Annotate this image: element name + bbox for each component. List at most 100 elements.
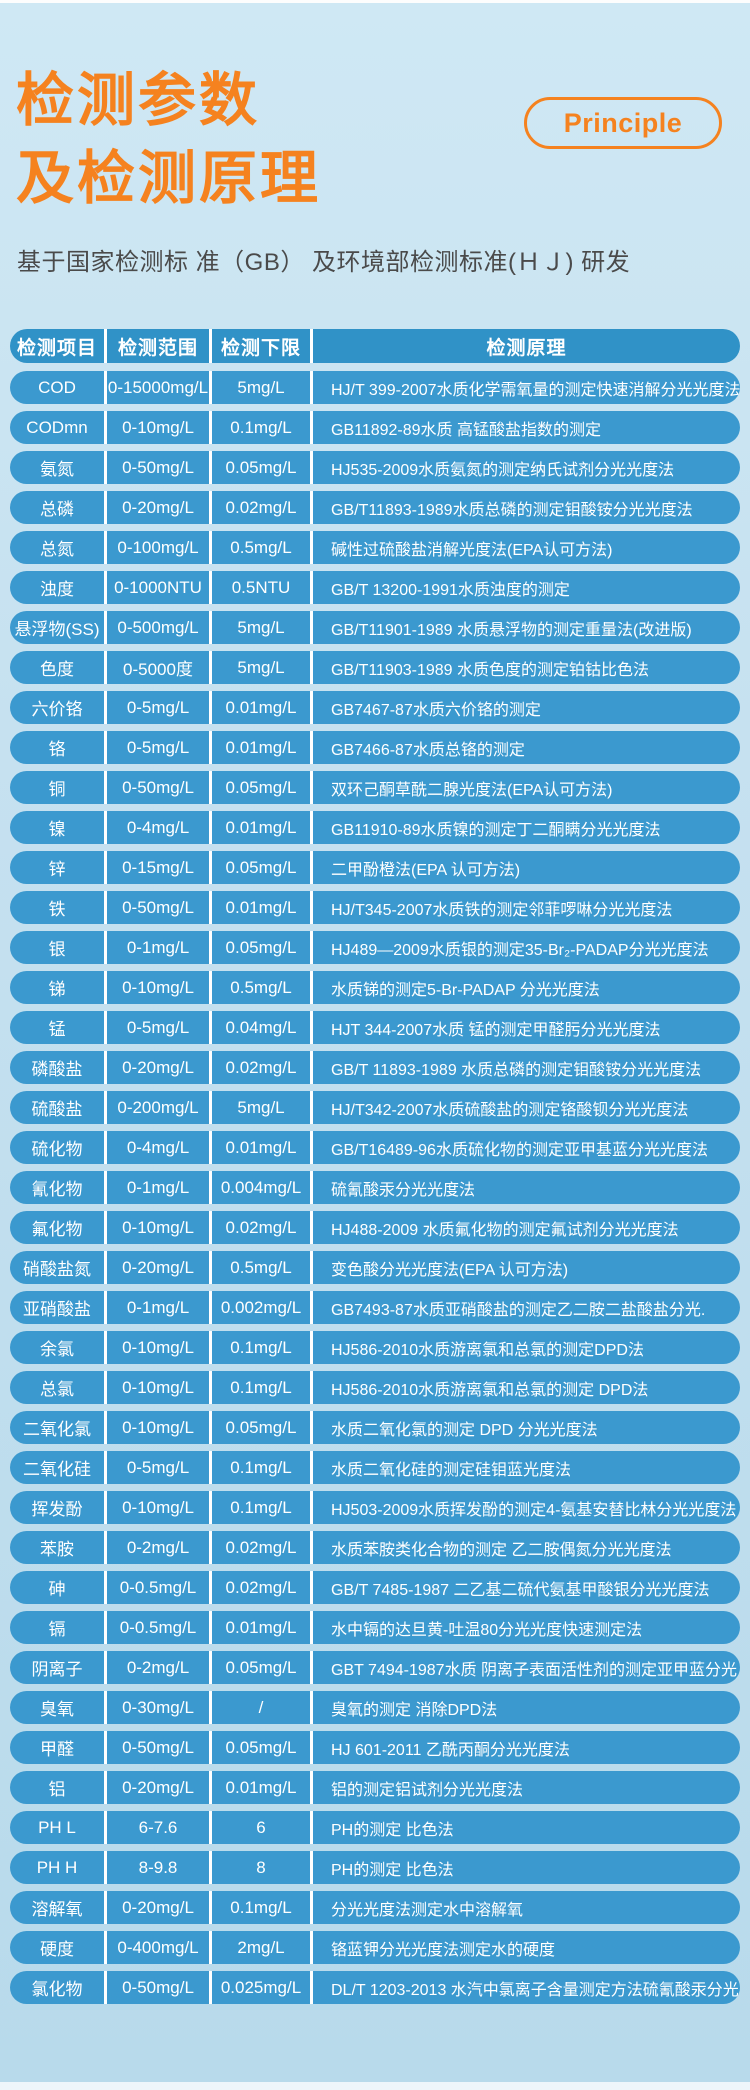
cell-item: 镍	[10, 811, 107, 844]
cell-limit: 0.05mg/L	[212, 451, 313, 484]
table-row: 总磷 0-20mg/L 0.02mg/L GB/T11893-1989水质总磷的…	[10, 491, 740, 524]
cell-limit: 0.01mg/L	[212, 1131, 313, 1164]
cell-range: 8-9.8	[107, 1851, 212, 1884]
cell-principle: HJ586-2010水质游离氯和总氯的测定 DPD法	[331, 1381, 649, 1399]
cell-item: 氟化物	[10, 1211, 107, 1244]
header-range: 检测范围	[107, 329, 212, 363]
principle-badge: Principle	[524, 97, 722, 149]
table-row: 余氯 0-10mg/L 0.1mg/L HJ586-2010水质游离氯和总氯的测…	[10, 1331, 740, 1364]
cell-limit: 0.01mg/L	[212, 691, 313, 724]
table-row: 浊度 0-1000NTU 0.5NTU GB/T 13200-1991水质浊度的…	[10, 571, 740, 604]
cell-range: 0-5000度	[107, 651, 212, 684]
cell-range: 0-50mg/L	[107, 1971, 212, 2004]
cell-limit: 0.025mg/L	[212, 1971, 313, 2004]
cell-item: 硫酸盐	[10, 1091, 107, 1124]
cell-principle: GB7467-87水质六价铬的测定	[331, 701, 541, 719]
cell-item: 甲醛	[10, 1731, 107, 1764]
cell-range: 0-1mg/L	[107, 931, 212, 964]
cell-range: 0-1mg/L	[107, 1171, 212, 1204]
table-row: 氰化物 0-1mg/L 0.004mg/L 硫氰酸汞分光光度法	[10, 1171, 740, 1204]
cell-principle: HJ489—2009水质银的测定35-Br₂-PADAP分光光度法	[331, 941, 709, 959]
cell-range: 0-50mg/L	[107, 1731, 212, 1764]
cell-range: 0-1mg/L	[107, 1291, 212, 1324]
table-row: 色度 0-5000度 5mg/L GB/T11903-1989 水质色度的测定铂…	[10, 651, 740, 684]
table-row: 甲醛 0-50mg/L 0.05mg/L HJ 601-2011 乙酰丙酮分光光…	[10, 1731, 740, 1764]
table-row: 氟化物 0-10mg/L 0.02mg/L HJ488-2009 水质氟化物的测…	[10, 1211, 740, 1244]
cell-item: 镉	[10, 1611, 107, 1644]
cell-item: PH H	[10, 1851, 107, 1884]
cell-range: 6-7.6	[107, 1811, 212, 1844]
table-row: 铝 0-20mg/L 0.01mg/L 铝的测定铝试剂分光光度法	[10, 1771, 740, 1804]
cell-range: 0-50mg/L	[107, 771, 212, 804]
cell-principle: GB7493-87水质亚硝酸盐的测定乙二胺二盐酸盐分光.	[331, 1301, 706, 1319]
cell-limit: 0.5NTU	[212, 571, 313, 604]
cell-range: 0-2mg/L	[107, 1531, 212, 1564]
cell-principle: GB/T 11893-1989 水质总磷的测定钼酸铵分光光度法	[331, 1061, 702, 1079]
cell-principle: HJT 344-2007水质 锰的测定甲醛肟分光光度法	[331, 1021, 661, 1039]
table-row: COD 0-15000mg/L 5mg/L HJ/T 399-2007水质化学需…	[10, 371, 740, 404]
cell-item: 硬度	[10, 1931, 107, 1964]
cell-range: 0-200mg/L	[107, 1091, 212, 1124]
cell-range: 0-400mg/L	[107, 1931, 212, 1964]
cell-limit: 0.01mg/L	[212, 1611, 313, 1644]
cell-limit: 0.05mg/L	[212, 1651, 313, 1684]
cell-item: 六价铬	[10, 691, 107, 724]
cell-limit: 6	[212, 1811, 313, 1844]
cell-range: 0-4mg/L	[107, 811, 212, 844]
cell-item: 硫化物	[10, 1131, 107, 1164]
cell-item: 铬	[10, 731, 107, 764]
cell-range: 0-5mg/L	[107, 691, 212, 724]
cell-limit: 5mg/L	[212, 371, 313, 404]
cell-principle: HJ/T345-2007水质铁的测定邻菲啰啉分光光度法	[331, 901, 673, 919]
cell-limit: 0.01mg/L	[212, 891, 313, 924]
table-row: 阴离子 0-2mg/L 0.05mg/L GBT 7494-1987水质 阴离子…	[10, 1651, 740, 1684]
cell-limit: 8	[212, 1851, 313, 1884]
cell-range: 0-10mg/L	[107, 411, 212, 444]
table-header-row: 检测项目 检测范围 检测下限 检测原理	[10, 329, 740, 363]
cell-principle: HJ586-2010水质游离氯和总氯的测定DPD法	[331, 1341, 644, 1359]
cell-limit: 0.02mg/L	[212, 1571, 313, 1604]
cell-item: PH L	[10, 1811, 107, 1844]
cell-item: COD	[10, 371, 107, 404]
cell-range: 0-5mg/L	[107, 731, 212, 764]
cell-range: 0-20mg/L	[107, 1051, 212, 1084]
cell-limit: 0.002mg/L	[212, 1291, 313, 1324]
cell-principle: GBT 7494-1987水质 阴离子表面活性剂的测定亚甲蓝分光…	[331, 1661, 740, 1679]
cell-range: 0-20mg/L	[107, 491, 212, 524]
cell-limit: 0.01mg/L	[212, 811, 313, 844]
cell-range: 0-10mg/L	[107, 971, 212, 1004]
cell-range: 0-15000mg/L	[107, 371, 212, 404]
cell-item: 硝酸盐氮	[10, 1251, 107, 1284]
table-row: 锌 0-15mg/L 0.05mg/L 二甲酚橙法(EPA 认可方法)	[10, 851, 740, 884]
page-title-line1: 检测参数	[16, 68, 261, 133]
cell-principle: 二甲酚橙法(EPA 认可方法)	[331, 861, 521, 879]
cell-limit: 0.1mg/L	[212, 1491, 313, 1524]
cell-range: 0-10mg/L	[107, 1371, 212, 1404]
cell-limit: 0.05mg/L	[212, 771, 313, 804]
cell-item: 挥发酚	[10, 1491, 107, 1524]
table-row: 二氧化硅 0-5mg/L 0.1mg/L 水质二氧化硅的测定硅钼蓝光度法	[10, 1451, 740, 1484]
cell-item: 亚硝酸盐	[10, 1291, 107, 1324]
table-row: 铜 0-50mg/L 0.05mg/L 双环己酮草酰二腺光度法(EPA认可方法)	[10, 771, 740, 804]
principle-badge-label: Principle	[563, 107, 683, 138]
cell-item: 余氯	[10, 1331, 107, 1364]
cell-limit: 0.5mg/L	[212, 1251, 313, 1284]
cell-principle: GB/T 7485-1987 二乙基二硫代氨基甲酸银分光光度法	[331, 1581, 710, 1599]
table-row: 臭氧 0-30mg/L / 臭氧的测定 消除DPD法	[10, 1691, 740, 1724]
cell-principle: 铬蓝钾分光光度法测定水的硬度	[331, 1941, 556, 1959]
table-row: 镍 0-4mg/L 0.01mg/L GB11910-89水质镍的测定丁二酮瞒分…	[10, 811, 740, 844]
cell-range: 0-4mg/L	[107, 1131, 212, 1164]
table-row: 砷 0-0.5mg/L 0.02mg/L GB/T 7485-1987 二乙基二…	[10, 1571, 740, 1604]
page-title-line2: 及检测原理	[16, 146, 322, 211]
cell-range: 0-1000NTU	[107, 571, 212, 604]
cell-principle: GB/T 13200-1991水质浊度的测定	[331, 581, 570, 599]
cell-item: 浊度	[10, 571, 107, 604]
cell-principle: HJ/T342-2007水质硫酸盐的测定铬酸钡分光光度法	[331, 1101, 689, 1119]
cell-limit: 0.1mg/L	[212, 1371, 313, 1404]
cell-limit: 0.5mg/L	[212, 971, 313, 1004]
cell-limit: 5mg/L	[212, 1091, 313, 1124]
cell-item: 锑	[10, 971, 107, 1004]
cell-range: 0-50mg/L	[107, 451, 212, 484]
cell-principle: HJ488-2009 水质氟化物的测定氟试剂分光光度法	[331, 1221, 679, 1239]
